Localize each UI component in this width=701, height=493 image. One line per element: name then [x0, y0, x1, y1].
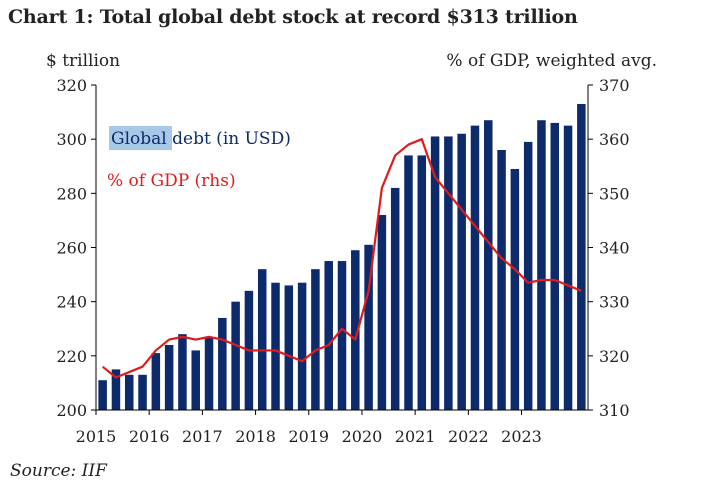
debt-bar	[138, 374, 147, 410]
x-axis-ticks: 2015 2016 2017 2018 2019 2020 2021 2022 2023	[76, 410, 542, 446]
gdp-line-layer	[101, 138, 582, 379]
gdp-line	[101, 138, 582, 379]
debt-bar	[284, 285, 294, 410]
right-tick-label: 340	[599, 239, 630, 258]
legend-debt-label: Global debt (in USD)	[111, 129, 291, 149]
debt-bar	[417, 155, 427, 410]
x-tick-label: 2018	[235, 427, 276, 446]
debt-bar	[178, 334, 187, 410]
legend-debt-highlight-word: Global	[111, 129, 167, 149]
left-tick-label: 220	[56, 347, 87, 366]
x-tick-label: 2016	[129, 427, 170, 446]
debt-bar	[563, 125, 573, 411]
left-tick-label: 200	[56, 401, 87, 420]
debt-bar	[324, 261, 333, 410]
debt-bar	[351, 250, 360, 410]
debt-bar	[497, 150, 506, 410]
debt-bar	[164, 345, 174, 410]
debt-bar	[231, 301, 240, 410]
source-note: Source: IIF	[10, 461, 107, 481]
debt-bar	[537, 120, 546, 411]
right-tick-label: 310	[599, 401, 630, 420]
debt-bar	[457, 133, 466, 410]
legend-debt-rest: debt (in USD)	[167, 129, 291, 149]
debt-bar	[444, 136, 453, 410]
debt-bar	[404, 155, 413, 410]
left-tick-label: 320	[56, 76, 87, 95]
right-tick-label: 350	[599, 184, 630, 203]
debt-bar	[364, 244, 373, 410]
right-axis-unit-label: % of GDP, weighted avg.	[446, 51, 657, 71]
left-axis-unit-label: $ trillion	[46, 51, 121, 71]
debt-bar	[577, 103, 586, 411]
debt-bar	[124, 374, 134, 410]
right-tick-label: 320	[599, 347, 630, 366]
debt-bar	[484, 120, 493, 411]
debt-bar	[111, 369, 121, 411]
left-tick-label: 240	[56, 293, 87, 312]
debt-bar	[297, 282, 307, 410]
debt-bar	[191, 350, 200, 410]
x-tick-label: 2017	[182, 427, 223, 446]
x-tick-label: 2023	[501, 427, 542, 446]
x-tick-label: 2019	[288, 427, 329, 446]
debt-bar	[470, 125, 480, 411]
right-tick-label: 360	[599, 130, 630, 149]
chart-title: Chart 1: Total global debt stock at reco…	[8, 6, 578, 28]
debt-bar	[430, 136, 440, 410]
left-tick-label: 260	[56, 239, 87, 258]
debt-bar	[98, 380, 107, 410]
debt-bar	[151, 353, 161, 411]
debt-bar	[271, 282, 280, 410]
right-tick-label: 370	[599, 76, 630, 95]
legend: Global debt (in USD) % of GDP (rhs)	[107, 126, 291, 191]
x-tick-label: 2022	[448, 427, 489, 446]
x-tick-label: 2020	[342, 427, 383, 446]
debt-bar	[377, 215, 387, 410]
debt-bar	[337, 261, 347, 410]
x-tick-label: 2021	[395, 427, 436, 446]
legend-highlight-box	[109, 126, 172, 150]
debt-bar	[311, 269, 320, 410]
right-tick-label: 330	[599, 293, 630, 312]
debt-bar	[550, 122, 560, 411]
debt-bar	[510, 168, 520, 410]
debt-bar	[390, 187, 400, 410]
left-axis-ticks: 200 220 240 260 280 300 320	[56, 76, 96, 420]
left-tick-label: 300	[56, 130, 87, 149]
legend-gdp-label: % of GDP (rhs)	[107, 171, 236, 191]
left-tick-label: 280	[56, 184, 87, 203]
debt-bars	[98, 103, 586, 411]
debt-bar	[218, 317, 227, 410]
debt-bar	[257, 269, 267, 410]
debt-bar	[204, 336, 214, 411]
x-tick-label: 2015	[76, 427, 117, 446]
right-axis-ticks: 310 320 330 340 350 360 370	[588, 76, 630, 420]
debt-bar	[523, 141, 533, 411]
